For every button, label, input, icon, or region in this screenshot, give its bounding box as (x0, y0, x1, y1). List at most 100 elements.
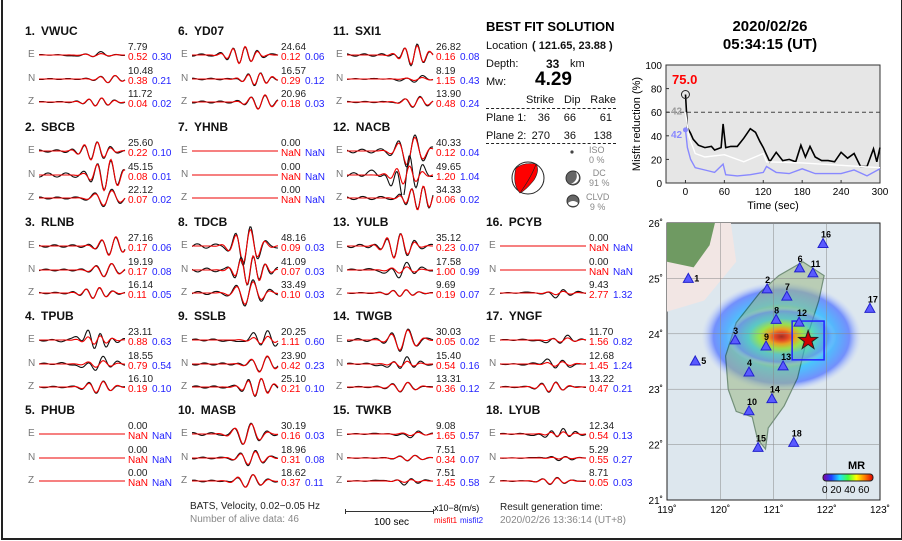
beachball-icon (511, 161, 545, 195)
station-triangle-icon[interactable] (780, 290, 793, 301)
misfit1-value: 0.38 (128, 75, 148, 87)
misfit2-value: 0.08 (460, 52, 480, 63)
misfit2-value: 0.08 (305, 454, 325, 466)
synthetic-waveform (500, 290, 586, 296)
station-triangle-icon[interactable] (729, 333, 742, 345)
misfit2-value: 0.03 (305, 99, 325, 110)
latitude-label: 23˚ (649, 384, 663, 396)
synthetic-waveform (39, 287, 126, 300)
series-line-1 (684, 112, 881, 169)
station-title: 8. TDCB (178, 215, 227, 229)
station-name: TPUB (41, 309, 74, 323)
station-name: NACB (355, 120, 391, 134)
blue-start-marker (682, 127, 688, 133)
y-tick-label: 0 (656, 179, 662, 190)
legend-colorbar (822, 473, 874, 482)
synthetic-waveform (347, 233, 433, 259)
synthetic-waveform (347, 454, 434, 461)
station-triangle-icon[interactable] (793, 261, 806, 273)
amplitude-value: 0.00 (128, 444, 148, 456)
misfit2-value: NaN (152, 478, 173, 489)
component-label: Z (28, 192, 35, 203)
synthetic-waveform (192, 474, 278, 488)
misfit1-value: NaN (281, 195, 302, 206)
amplitude-value: 24.64 (281, 42, 307, 53)
misfit1-value: 0.31 (281, 454, 301, 466)
component-label: Z (28, 287, 35, 298)
header-dip: Dip (563, 94, 581, 106)
synthetic-waveform (192, 280, 278, 306)
station-triangle-icon[interactable] (817, 237, 829, 248)
synthetic-waveform (39, 359, 126, 368)
station-triangle-icon[interactable] (743, 365, 755, 377)
waveform-trace (39, 355, 126, 371)
misfit1-value: NaN (128, 431, 149, 442)
synthetic-waveform (347, 165, 434, 185)
observed-waveform (192, 330, 279, 347)
station-triangle-icon[interactable] (793, 316, 805, 327)
component-label: Z (336, 96, 343, 107)
misfit2-value: 0.07 (460, 243, 480, 254)
waveform-trace (192, 150, 278, 152)
plane-2-label: Plane 2: (486, 130, 527, 142)
station-triangle-icon[interactable] (787, 436, 800, 447)
dc-icon (565, 170, 581, 186)
depth-label: Depth: (486, 58, 519, 70)
threshold-label-gray: 42 (671, 107, 683, 118)
iso-label: ISO (589, 145, 605, 155)
station-triangle-icon[interactable] (752, 441, 764, 452)
station-number-label: 7 (785, 282, 790, 292)
amplitude-value: 16.14 (128, 280, 154, 291)
misfit1-value: 0.54 (589, 431, 609, 442)
waveform-trace (39, 456, 125, 459)
misfit2-value: 0.54 (152, 360, 172, 372)
waveform-trace (192, 278, 279, 307)
station-triangle-icon[interactable] (761, 282, 773, 294)
station-triangle-icon[interactable] (807, 266, 819, 278)
search-grid-box (791, 320, 825, 361)
component-label: Z (489, 287, 496, 298)
station-triangle-icon[interactable] (743, 404, 755, 416)
x-tick-label: 0 (683, 187, 689, 198)
component-label: E (181, 240, 188, 251)
misfit2-value: 0.02 (152, 99, 172, 110)
amplitude-value: 13.31 (436, 374, 462, 385)
misfit2-value: 0.58 (460, 478, 480, 489)
dc-text: DC 91 % (589, 168, 610, 188)
misfit1-value: 0.06 (436, 195, 456, 206)
misfit1-value: 0.34 (436, 454, 456, 466)
station-number-label: 17 (868, 294, 878, 304)
station-triangle-icon[interactable] (864, 302, 876, 313)
misfit1-value: 0.04 (128, 99, 148, 110)
misfit2-value: 0.08 (152, 266, 172, 278)
units-label: x10−8(m/s) (434, 503, 480, 513)
station-triangle-icon[interactable] (770, 313, 783, 324)
component-label: Z (28, 475, 35, 486)
waveform-trace (192, 422, 279, 446)
waveform-trace (39, 74, 126, 83)
station-number: 11. (333, 24, 350, 38)
station-triangle-icon[interactable] (760, 339, 772, 351)
station-triangle-icon[interactable] (689, 354, 702, 366)
synthetic-waveform (347, 185, 434, 211)
waveform-trace (39, 158, 126, 192)
misfit2-value: NaN (152, 454, 173, 466)
amplitude-value: 45.15 (128, 161, 154, 173)
amplitude-value: 34.33 (436, 185, 462, 196)
misfit2-value: 0.21 (613, 384, 633, 395)
station-triangle-icon[interactable] (682, 272, 695, 283)
misfit2-value: 0.21 (152, 75, 172, 87)
longitude-label: 120˚ (710, 504, 730, 516)
station-name: VWUC (41, 24, 78, 38)
synthetic-waveform (39, 74, 126, 83)
station-triangle-icon[interactable] (766, 392, 778, 404)
plane-2-dip: 36 (563, 130, 576, 142)
amplitude-value: 27.16 (128, 233, 154, 244)
misfit2-value: 0.63 (152, 337, 172, 348)
station-triangle-icon[interactable] (777, 359, 789, 371)
station-name: RLNB (41, 215, 75, 229)
amplitude-value: 7.51 (436, 444, 456, 456)
station-name: PHUB (41, 403, 76, 417)
waveform-trace (347, 154, 434, 195)
waveform-trace (192, 354, 279, 373)
